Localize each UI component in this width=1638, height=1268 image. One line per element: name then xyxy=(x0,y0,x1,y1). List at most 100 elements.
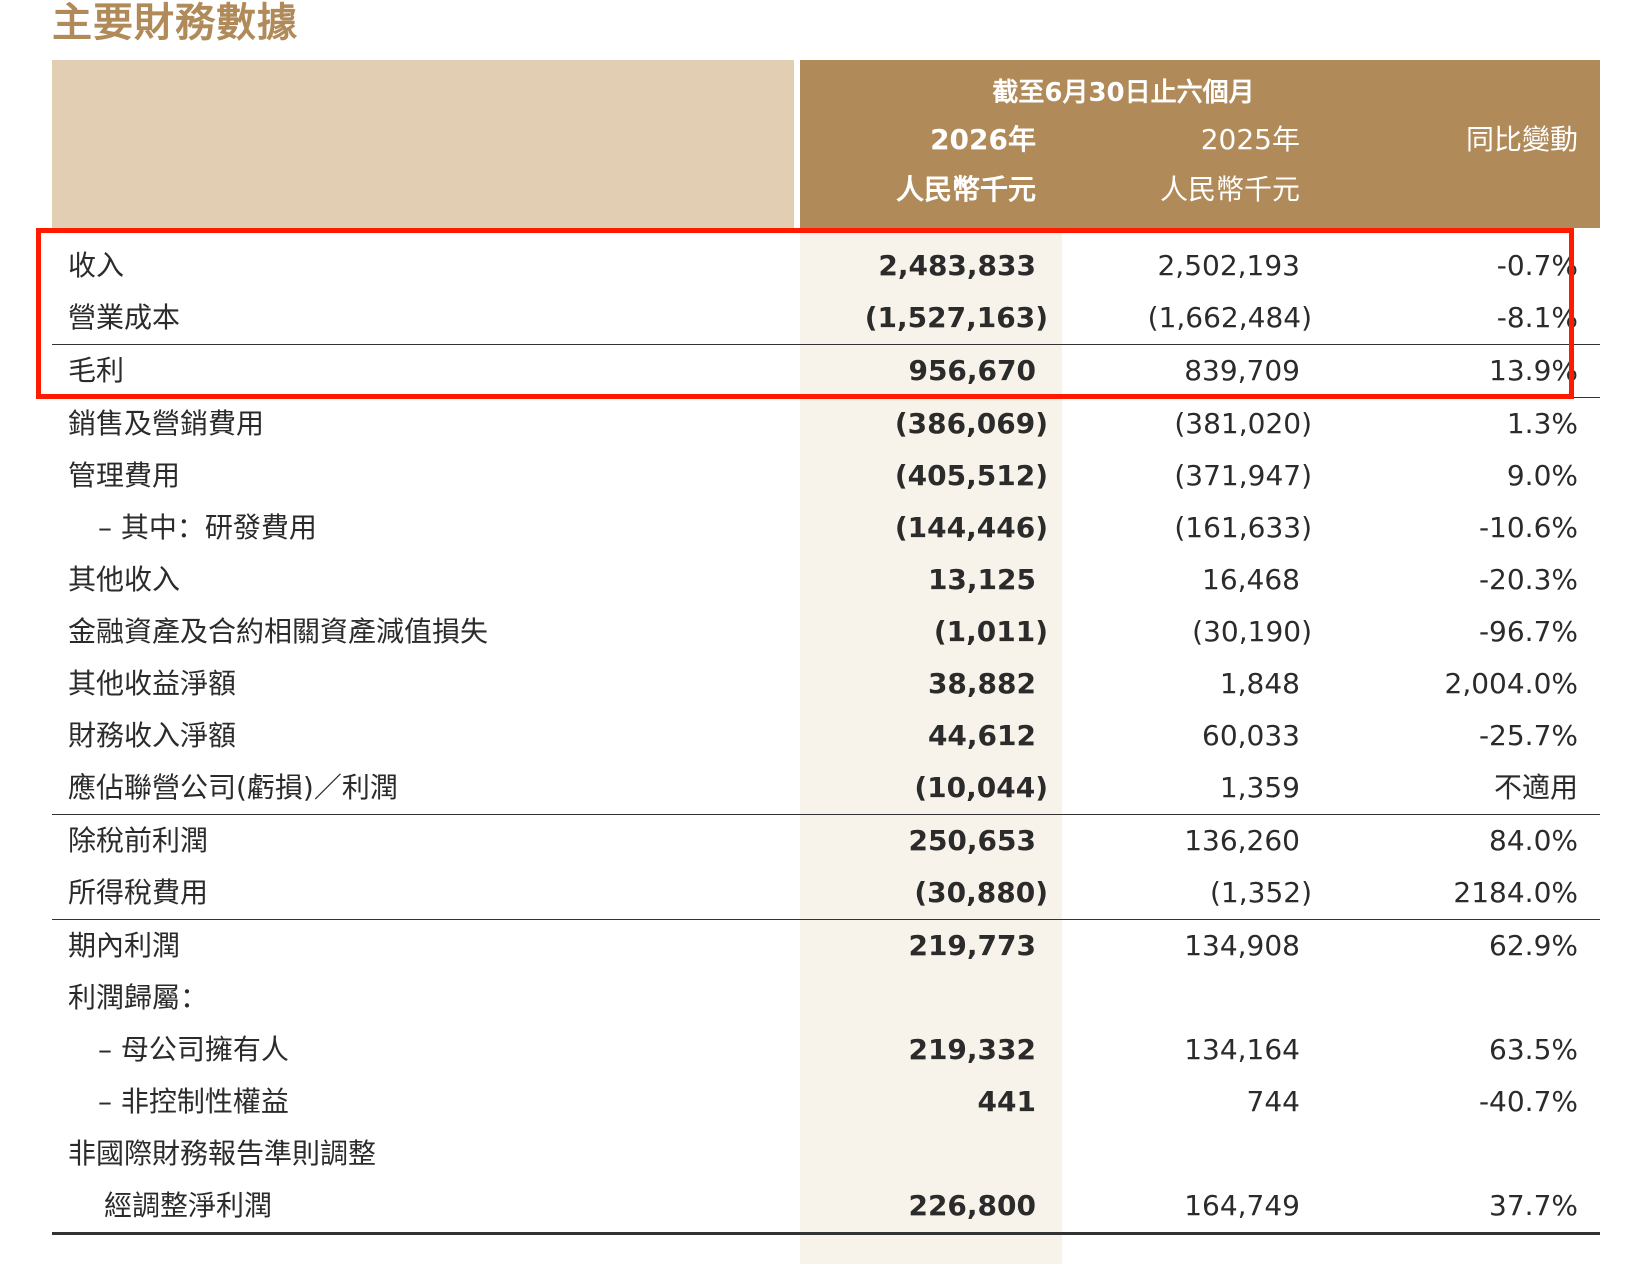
value-2026: 250,653 xyxy=(908,824,1036,857)
row-label: 收入 xyxy=(68,249,125,282)
table-row: – 非控制性權益 441 744 -40.7% xyxy=(52,1076,1600,1128)
table-row: 其他收入 13,125 16,468 -20.3% xyxy=(52,554,1600,606)
divider xyxy=(52,344,1600,345)
value-change: -96.7% xyxy=(1478,615,1578,648)
value-change: -20.3% xyxy=(1478,563,1578,596)
row-label: 期內利潤 xyxy=(68,929,181,962)
value-change: -10.6% xyxy=(1478,511,1578,544)
table-row: 營業成本 (1,527,163) (1,662,484) -8.1% xyxy=(52,292,1600,344)
value-2026: (405,512) xyxy=(894,459,1048,492)
column-2026-unit: 人民幣千元 xyxy=(895,173,1036,206)
table-row: 管理費用 (405,512) (371,947) 9.0% xyxy=(52,450,1600,502)
value-change: 63.5% xyxy=(1489,1033,1578,1066)
value-change: 不適用 xyxy=(1493,771,1578,804)
value-2026: (144,446) xyxy=(894,511,1048,544)
row-label: 金融資產及合約相關資產減值損失 xyxy=(68,615,489,648)
value-change: 62.9% xyxy=(1489,929,1578,962)
value-2025: (381,020) xyxy=(1174,407,1312,440)
value-2025: 744 xyxy=(1246,1085,1300,1118)
row-label: 營業成本 xyxy=(68,301,181,334)
value-2025: (161,633) xyxy=(1174,511,1312,544)
divider xyxy=(52,814,1600,815)
value-2025: 134,164 xyxy=(1184,1033,1300,1066)
value-2025: 136,260 xyxy=(1184,824,1300,857)
row-label: 除稅前利潤 xyxy=(68,824,209,857)
row-label: – 非控制性權益 xyxy=(98,1085,289,1118)
value-2025: 2,502,193 xyxy=(1157,249,1300,282)
row-label: 非國際財務報告準則調整 xyxy=(68,1137,377,1170)
table-row: 非國際財務報告準則調整 xyxy=(52,1128,1600,1180)
value-2025: 16,468 xyxy=(1202,563,1300,596)
value-2026: (1,527,163) xyxy=(864,301,1048,334)
table-body: 收入 2,483,833 2,502,193 -0.7% 營業成本 (1,527… xyxy=(52,228,1600,1235)
table-row: – 母公司擁有人 219,332 134,164 63.5% xyxy=(52,1024,1600,1076)
table-header: 截至6月30日止六個月 2026年 人民幣千元 2025年 人民幣千元 同比變動 xyxy=(52,60,1600,228)
value-2025: 1,359 xyxy=(1219,771,1300,804)
table-row: 應佔聯營公司(虧損)／利潤 (10,044) 1,359 不適用 xyxy=(52,762,1600,814)
row-label: 應佔聯營公司(虧損)／利潤 xyxy=(68,771,398,804)
value-change: -40.7% xyxy=(1478,1085,1578,1118)
row-label: 經調整淨利潤 xyxy=(104,1189,273,1222)
row-label: 財務收入淨額 xyxy=(68,719,237,752)
financial-table: 截至6月30日止六個月 2026年 人民幣千元 2025年 人民幣千元 同比變動… xyxy=(52,60,1600,1264)
table-row: 利潤歸屬： xyxy=(52,972,1600,1024)
row-label: – 其中：研發費用 xyxy=(98,511,317,544)
value-2026: 219,332 xyxy=(908,1033,1036,1066)
value-change: 9.0% xyxy=(1506,459,1578,492)
row-label: 其他收入 xyxy=(68,563,181,596)
value-2025: (30,190) xyxy=(1192,615,1312,648)
value-change: -8.1% xyxy=(1496,301,1578,334)
row-label: 毛利 xyxy=(68,354,125,387)
table-row: 銷售及營銷費用 (386,069) (381,020) 1.3% xyxy=(52,398,1600,450)
table-row: 財務收入淨額 44,612 60,033 -25.7% xyxy=(52,710,1600,762)
page-title: 主要財務數據 xyxy=(52,0,298,46)
value-2025: 1,848 xyxy=(1219,667,1300,700)
value-2026: 219,773 xyxy=(908,929,1036,962)
value-2025: 164,749 xyxy=(1184,1189,1300,1222)
value-2025: (1,662,484) xyxy=(1147,301,1312,334)
value-2026: (30,880) xyxy=(914,876,1048,909)
table-row: 經調整淨利潤 226,800 164,749 37.7% xyxy=(52,1180,1600,1232)
value-change: 2,004.0% xyxy=(1444,667,1578,700)
divider xyxy=(52,919,1600,920)
table-row: 毛利 956,670 839,709 13.9% xyxy=(52,345,1600,397)
value-change: 84.0% xyxy=(1489,824,1578,857)
value-2026: 44,612 xyxy=(927,719,1036,752)
current-period-column-shade xyxy=(800,228,1062,1264)
value-2026: 441 xyxy=(977,1085,1036,1118)
row-label: 管理費用 xyxy=(68,459,181,492)
value-2025: 134,908 xyxy=(1184,929,1300,962)
highlight-box xyxy=(36,228,1574,399)
value-2026: 38,882 xyxy=(927,667,1036,700)
value-2026: (386,069) xyxy=(894,407,1048,440)
value-2026: 2,483,833 xyxy=(878,249,1036,282)
value-2026: 956,670 xyxy=(908,354,1036,387)
table-row: 收入 2,483,833 2,502,193 -0.7% xyxy=(52,240,1600,292)
value-2025: 60,033 xyxy=(1202,719,1300,752)
table-row: 期內利潤 219,773 134,908 62.9% xyxy=(52,920,1600,972)
column-2025-unit: 人民幣千元 xyxy=(1159,173,1300,206)
column-2026-year: 2026年 xyxy=(930,123,1036,156)
value-change: 37.7% xyxy=(1489,1189,1578,1222)
value-2026: 226,800 xyxy=(908,1189,1036,1222)
value-change: 2184.0% xyxy=(1453,876,1578,909)
row-label: 所得稅費用 xyxy=(68,876,209,909)
table-row: 除稅前利潤 250,653 136,260 84.0% xyxy=(52,815,1600,867)
table-row: 所得稅費用 (30,880) (1,352) 2184.0% xyxy=(52,867,1600,919)
value-change: 13.9% xyxy=(1489,354,1578,387)
value-2026: 13,125 xyxy=(927,563,1036,596)
row-label: 銷售及營銷費用 xyxy=(68,407,265,440)
value-2025: (1,352) xyxy=(1209,876,1312,909)
value-2026: (1,011) xyxy=(933,615,1048,648)
value-change: -25.7% xyxy=(1478,719,1578,752)
period-heading: 截至6月30日止六個月 xyxy=(992,78,1255,108)
row-label: – 母公司擁有人 xyxy=(98,1033,289,1066)
column-change: 同比變動 xyxy=(1465,123,1578,156)
value-2026: (10,044) xyxy=(914,771,1048,804)
value-change: 1.3% xyxy=(1506,407,1578,440)
table-row: 其他收益淨額 38,882 1,848 2,004.0% xyxy=(52,658,1600,710)
table-row: – 其中：研發費用 (144,446) (161,633) -10.6% xyxy=(52,502,1600,554)
header-label-area xyxy=(52,60,794,228)
header-values-area: 截至6月30日止六個月 2026年 人民幣千元 2025年 人民幣千元 同比變動 xyxy=(800,60,1600,228)
value-2025: (371,947) xyxy=(1174,459,1312,492)
